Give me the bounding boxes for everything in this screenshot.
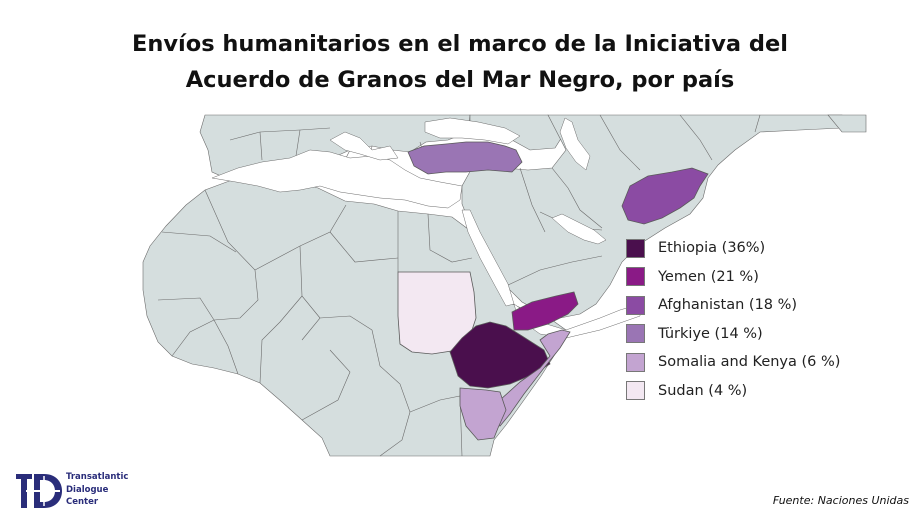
country-afghanistan bbox=[621, 167, 709, 225]
mediterranean-sea bbox=[211, 149, 463, 209]
title-line-1: Envíos humanitarios en el marco de la In… bbox=[131, 31, 789, 57]
map-legend: Ethiopia (36%) Yemen (21 %) Afghanistan … bbox=[626, 234, 840, 405]
map-title: Envíos humanitarios en el marco de la In… bbox=[60, 26, 860, 98]
legend-swatch-sudan bbox=[626, 381, 645, 401]
persian-gulf bbox=[551, 213, 607, 245]
title-line-2: Acuerdo de Granos del Mar Negro, por paí… bbox=[185, 67, 735, 93]
country-borders bbox=[157, 114, 761, 457]
legend-item-somalia-kenya: Somalia and Kenya (6 %) bbox=[626, 348, 840, 377]
logo-wordmark: Transatlantic Dialogue Center bbox=[66, 471, 128, 509]
land-east-patch bbox=[827, 114, 867, 133]
legend-label-yemen: Yemen (21 %) bbox=[658, 268, 759, 285]
legend-swatch-turkiye bbox=[626, 324, 645, 344]
logo-line-3: Center bbox=[66, 497, 99, 507]
tdc-logo-icon bbox=[16, 474, 62, 508]
legend-item-yemen: Yemen (21 %) bbox=[626, 263, 840, 292]
black-sea bbox=[424, 117, 521, 145]
legend-label-sudan: Sudan (4 %) bbox=[658, 382, 748, 399]
legend-swatch-afghanistan bbox=[626, 295, 645, 315]
legend-item-afghanistan: Afghanistan (18 %) bbox=[626, 291, 840, 320]
country-ethiopia bbox=[449, 321, 551, 389]
legend-item-turkiye: Türkiye (14 %) bbox=[626, 320, 840, 349]
legend-label-turkiye: Türkiye (14 %) bbox=[658, 325, 763, 342]
country-yemen bbox=[511, 291, 579, 331]
adriatic-aegean bbox=[329, 131, 399, 161]
legend-item-ethiopia: Ethiopia (36%) bbox=[626, 234, 840, 263]
legend-swatch-ethiopia bbox=[626, 238, 645, 258]
country-kenya bbox=[459, 387, 507, 441]
legend-swatch-somalia-kenya bbox=[626, 352, 645, 372]
country-turkiye bbox=[407, 141, 523, 175]
country-somalia bbox=[493, 329, 571, 427]
legend-item-sudan: Sudan (4 %) bbox=[626, 377, 840, 406]
legend-swatch-yemen bbox=[626, 267, 645, 287]
logo-line-1: Transatlantic bbox=[66, 472, 129, 482]
legend-label-somalia-kenya: Somalia and Kenya (6 %) bbox=[658, 354, 841, 371]
source-note: Fuente: Naciones Unidas bbox=[772, 494, 909, 507]
caspian-sea bbox=[559, 117, 591, 171]
highlighted-countries bbox=[397, 141, 709, 441]
legend-label-ethiopia: Ethiopia (36%) bbox=[658, 240, 766, 257]
water-bodies bbox=[211, 117, 641, 339]
legend-label-afghanistan: Afghanistan (18 %) bbox=[658, 297, 798, 314]
logo-line-2: Dialogue bbox=[66, 484, 109, 495]
